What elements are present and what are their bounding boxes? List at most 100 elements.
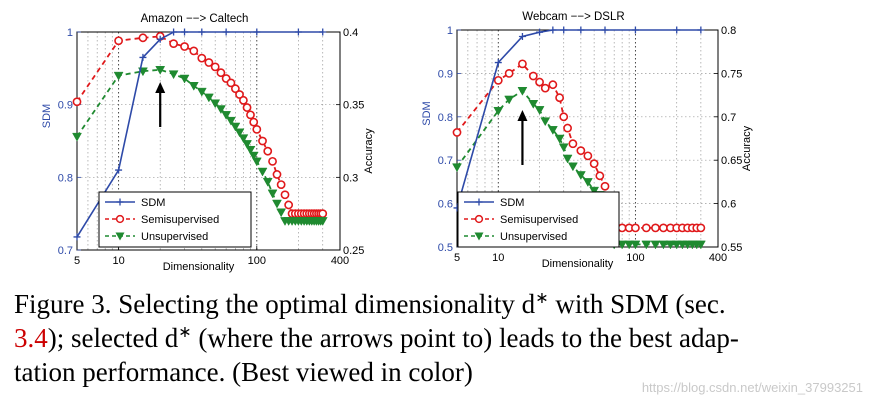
data-point-semisupervised	[493, 75, 503, 85]
data-point-semisupervised	[568, 139, 578, 149]
data-point-sdm	[549, 26, 557, 34]
data-point-unsupervised	[248, 151, 259, 161]
caption-line-1-prefix: Figure 3. Selecting the optimal dimensio…	[14, 289, 536, 319]
caption-line-3: tation performance. (Best viewed in colo…	[14, 357, 473, 387]
data-point-unsupervised	[196, 87, 207, 97]
data-point-unsupervised	[267, 189, 278, 199]
y-right-tick-label: 0.3	[343, 172, 358, 184]
y-left-tick-label: 0.9	[438, 68, 453, 80]
data-point-sdm	[518, 33, 526, 41]
data-point-unsupervised	[272, 199, 282, 209]
chart-title: Amazon −−> Caltech	[141, 13, 249, 25]
data-point-unsupervised	[540, 117, 551, 127]
y-left-tick-label: 0.5	[438, 242, 453, 254]
y-right-tick-label: 0.6	[721, 199, 736, 211]
data-point-unsupervised	[695, 240, 706, 250]
watermark: https://blog.csdn.net/weixin_37993251	[641, 380, 863, 395]
data-point-unsupervised	[452, 163, 462, 173]
data-point-sdm	[115, 166, 123, 174]
data-point-unsupervised	[210, 99, 221, 109]
data-point-unsupervised	[650, 240, 661, 250]
legend-marker-sdm	[116, 198, 124, 206]
legend-label-semisupervised: Semisupervised	[141, 214, 219, 226]
data-point-sdm	[673, 26, 681, 34]
y-left-tick-label: 0.7	[438, 155, 453, 167]
data-point-semisupervised	[595, 171, 605, 181]
data-point-unsupervised	[317, 217, 328, 226]
x-tick-label: 400	[709, 252, 727, 264]
x-tick-label: 10	[492, 252, 504, 264]
data-point-semisupervised	[651, 223, 660, 233]
chart-title: Webcam −−> DSLR	[522, 11, 624, 23]
data-point-unsupervised	[558, 143, 569, 153]
data-point-unsupervised	[658, 240, 669, 250]
legend-marker-unsupervised	[474, 232, 484, 241]
data-point-semisupervised	[180, 42, 189, 51]
data-point-semisupervised	[249, 117, 259, 127]
data-point-semisupervised	[197, 53, 207, 63]
x-tick-label: 10	[112, 255, 124, 267]
data-point-semisupervised	[555, 93, 565, 103]
data-point-sdm	[198, 28, 206, 36]
data-point-unsupervised	[238, 134, 249, 144]
data-point-sdm	[253, 28, 261, 36]
data-point-unsupervised	[575, 171, 586, 180]
data-point-semisupervised	[242, 103, 252, 112]
legend-box	[98, 191, 252, 248]
y-left-axis-label: SDM	[421, 101, 433, 125]
data-point-unsupervised	[188, 82, 199, 91]
legend-label-unsupervised: Unsupervised	[141, 231, 208, 243]
data-point-sdm	[319, 28, 327, 36]
data-point-unsupervised	[630, 240, 641, 250]
data-point-unsupervised	[251, 157, 262, 167]
data-point-semisupervised	[696, 223, 706, 233]
legend-box	[457, 191, 620, 248]
data-point-sdm	[536, 28, 544, 36]
y-right-axis-label: Accuracy	[363, 128, 375, 174]
y-left-tick-label: 0.7	[58, 245, 73, 257]
data-point-unsupervised	[221, 111, 232, 120]
caption-sup-1: ∗	[535, 290, 549, 307]
data-point-semisupervised	[528, 71, 538, 81]
data-point-sdm	[560, 26, 568, 34]
data-point-unsupervised	[242, 140, 252, 149]
data-point-semisupervised	[318, 209, 328, 219]
selection-arrow-head	[155, 82, 166, 93]
data-point-semisupervised	[263, 146, 273, 156]
data-point-semisupervised	[246, 110, 255, 120]
x-tick-label: 5	[454, 252, 460, 264]
data-point-unsupervised	[554, 134, 565, 144]
data-point-semisupervised	[583, 151, 593, 161]
data-point-unsupervised	[245, 145, 256, 155]
legend-label-unsupervised: Unsupervised	[500, 231, 567, 243]
x-tick-label: 5	[74, 255, 80, 267]
data-point-unsupervised	[179, 74, 190, 84]
data-point-unsupervised	[113, 71, 124, 81]
y-left-tick-label: 0.9	[58, 100, 73, 112]
data-point-semisupervised	[268, 156, 277, 166]
y-right-tick-label: 0.4	[343, 27, 358, 39]
data-point-semisupervised	[272, 170, 282, 179]
caption-section-link[interactable]: 3.4	[14, 323, 48, 353]
data-point-semisupervised	[210, 62, 220, 72]
data-point-semisupervised	[280, 190, 290, 200]
legend-marker-semisupervised	[115, 214, 125, 224]
x-tick-label: 100	[626, 252, 644, 264]
y-left-tick-label: 0.6	[438, 199, 453, 211]
data-point-semisupervised	[535, 77, 544, 87]
x-axis-label: Dimensionality	[163, 261, 235, 273]
data-point-unsupervised	[641, 240, 652, 250]
data-point-sdm	[170, 28, 178, 36]
data-point-sdm	[631, 26, 639, 34]
data-point-sdm	[222, 28, 230, 36]
selection-arrow-head	[517, 110, 528, 121]
y-right-tick-label: 0.65	[721, 155, 742, 167]
data-point-semisupervised	[452, 128, 462, 137]
y-right-tick-label: 0.7	[721, 112, 736, 124]
data-point-unsupervised	[547, 126, 558, 135]
data-point-semisupervised	[617, 223, 627, 233]
data-point-unsupervised	[517, 87, 528, 96]
data-point-unsupervised	[276, 208, 287, 218]
y-left-tick-label: 0.8	[438, 112, 453, 124]
data-point-unsupervised	[215, 105, 226, 115]
